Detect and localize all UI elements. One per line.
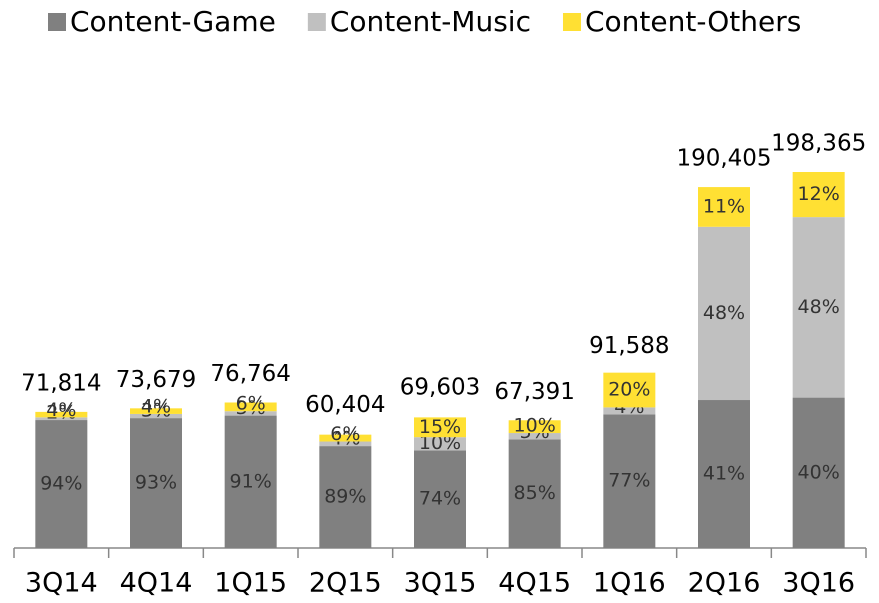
segment-label: 74% <box>419 488 461 510</box>
bar-segment <box>35 411 88 418</box>
segment-label: 4% <box>46 399 76 421</box>
bar-segment <box>698 187 750 227</box>
segment-label: 12% <box>798 183 840 205</box>
bar-segment <box>508 420 561 434</box>
bar-segment <box>130 418 182 548</box>
bar-segment <box>508 439 561 548</box>
x-tick-label: 1Q15 <box>214 568 287 599</box>
bar-segment <box>508 433 561 440</box>
bar-segment <box>224 415 277 548</box>
x-tick-label: 3Q14 <box>25 568 98 599</box>
bar-segment <box>35 417 88 421</box>
bar-segment <box>35 420 88 548</box>
bar-segment <box>792 172 845 218</box>
x-tick-label: 2Q16 <box>688 568 761 599</box>
segment-label: 15% <box>419 416 461 438</box>
legend-label: Content-Music <box>330 5 531 38</box>
total-label: 60,404 <box>305 392 385 418</box>
bar-segment <box>319 446 372 548</box>
segment-label: 6% <box>236 393 266 415</box>
legend-swatch <box>307 13 326 31</box>
legend-swatch <box>562 13 581 31</box>
x-tick-label: 2Q15 <box>309 568 382 599</box>
legend-swatch <box>48 13 66 31</box>
bar-segment <box>698 226 750 401</box>
bar-segment <box>224 411 277 416</box>
segment-label: 94% <box>40 473 82 495</box>
total-label: 91,588 <box>589 333 669 359</box>
bar-segment <box>414 437 466 451</box>
segment-label: 91% <box>230 470 272 492</box>
segment-label: 11% <box>703 195 745 217</box>
legend-label: Content-Game <box>70 5 276 38</box>
bar-segment <box>224 402 277 412</box>
segment-label: 4% <box>141 395 171 417</box>
total-label: 69,603 <box>400 375 480 401</box>
legend-label: Content-Others <box>585 5 801 38</box>
segment-label: 6% <box>330 423 360 445</box>
total-label: 190,405 <box>676 146 771 172</box>
bar-segment <box>698 400 750 548</box>
bar-segment <box>603 407 656 415</box>
segment-label: 85% <box>514 482 556 504</box>
bar-segment <box>414 450 466 548</box>
total-label: 67,391 <box>494 379 574 405</box>
total-label: 76,764 <box>210 361 290 387</box>
segment-label: 20% <box>608 379 650 401</box>
segment-label: 77% <box>608 470 650 492</box>
segment-label: 40% <box>798 461 840 483</box>
segment-label: 48% <box>798 296 840 318</box>
total-label: 198,365 <box>771 131 866 157</box>
bar-segment <box>603 372 656 408</box>
bar-segment <box>792 217 845 398</box>
segment-label: 10% <box>419 432 461 454</box>
bar-segment <box>603 414 656 548</box>
segment-label: 10% <box>514 415 556 437</box>
x-tick-label: 3Q16 <box>782 568 855 599</box>
bar-segment <box>414 417 466 438</box>
segment-label: 89% <box>324 486 366 508</box>
total-label: 73,679 <box>116 367 196 393</box>
x-tick-label: 4Q14 <box>120 568 193 599</box>
bar-segment <box>319 434 372 442</box>
segment-label: 41% <box>703 463 745 485</box>
x-tick-label: 3Q15 <box>404 568 477 599</box>
segment-label: 48% <box>703 302 745 324</box>
bar-segment <box>130 413 182 419</box>
segment-label: 93% <box>135 472 177 494</box>
total-label: 71,814 <box>21 370 101 396</box>
bar-segment <box>319 441 372 447</box>
bar-segment <box>792 397 845 548</box>
x-tick-label: 4Q15 <box>498 568 571 599</box>
x-tick-label: 1Q16 <box>593 568 666 599</box>
bar-segment <box>130 408 182 414</box>
